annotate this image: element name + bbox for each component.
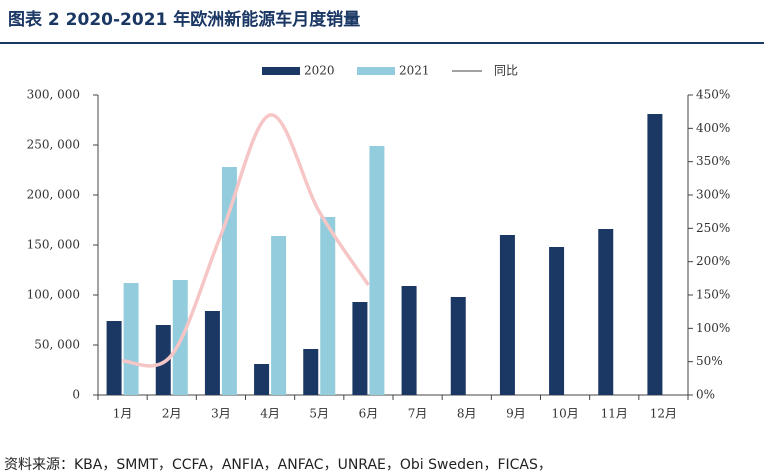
legend-label: 2021: [399, 64, 430, 78]
bar: [499, 235, 515, 395]
y-tick-label: 250, 000: [27, 138, 80, 152]
y-tick-label: 100, 000: [27, 288, 80, 302]
y-tick-label: 200, 000: [27, 188, 80, 202]
y2-tick-label: 150%: [696, 288, 730, 302]
chart-title: 图表 2 2020-2021 年欧洲新能源车月度销量: [8, 9, 360, 30]
x-tick-label: 5月: [309, 407, 329, 421]
bar: [106, 321, 122, 395]
bar: [221, 167, 237, 395]
bar: [450, 297, 466, 395]
x-tick-label: 3月: [211, 407, 231, 421]
x-tick-label: 1月: [113, 407, 133, 421]
bar: [204, 311, 220, 395]
bar: [155, 325, 171, 395]
bar: [254, 364, 270, 395]
x-tick-label: 10月: [551, 407, 578, 421]
y2-tick-label: 50%: [696, 354, 723, 368]
x-tick-label: 4月: [260, 407, 280, 421]
bar: [271, 236, 287, 395]
y2-tick-label: 100%: [696, 321, 730, 335]
x-tick-label: 7月: [408, 407, 428, 421]
bar: [401, 286, 417, 395]
y2-tick-label: 200%: [696, 254, 730, 268]
bar: [598, 229, 614, 395]
x-tick-label: 2月: [162, 407, 182, 421]
y2-tick-label: 450%: [696, 88, 730, 102]
x-tick-label: 6月: [359, 407, 379, 421]
title-rule: [0, 42, 764, 44]
y-tick-label: 150, 000: [27, 238, 80, 252]
line: [122, 113, 370, 368]
legend-swatch: [357, 67, 395, 75]
y2-tick-label: 0%: [696, 388, 715, 402]
y-tick-label: 50, 000: [34, 338, 80, 352]
source-note: 资料来源：KBA，SMMT，CCFA，ANFIA，ANFAC，UNRAE，Obi…: [4, 457, 552, 473]
y2-tick-label: 400%: [696, 121, 730, 135]
legend-swatch: [262, 67, 300, 75]
y2-tick-label: 350%: [696, 154, 730, 168]
bar: [352, 302, 368, 395]
bar: [303, 349, 319, 395]
y-tick-label: 0: [72, 388, 80, 402]
bar: [123, 283, 139, 395]
y2-tick-label: 250%: [696, 221, 730, 235]
bar: [320, 217, 336, 395]
x-tick-label: 9月: [506, 407, 526, 421]
bar: [369, 146, 385, 395]
x-tick-label: 8月: [457, 407, 477, 421]
y-tick-label: 300, 000: [27, 88, 80, 102]
legend-label: 同比: [494, 64, 518, 78]
legend-label: 2020: [304, 64, 335, 78]
x-tick-label: 11月: [601, 407, 628, 421]
bar: [647, 114, 663, 395]
x-tick-label: 12月: [650, 407, 677, 421]
bar: [549, 247, 565, 395]
y2-tick-label: 300%: [696, 188, 730, 202]
